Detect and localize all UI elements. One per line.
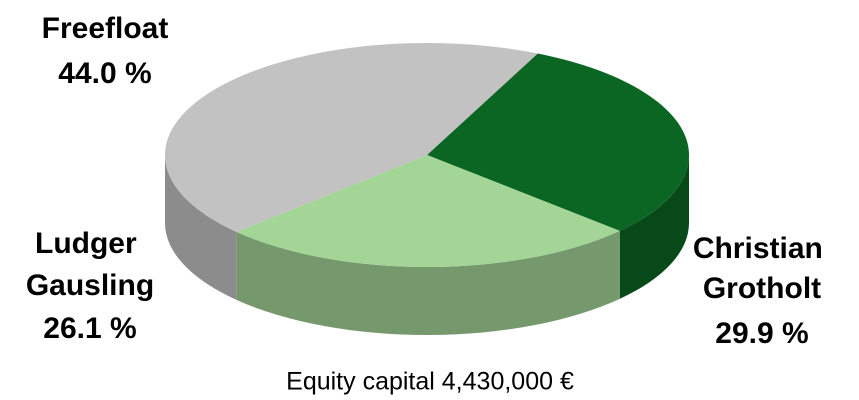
slice-label: Christian Grotholt <box>693 232 831 305</box>
slice <box>427 53 689 231</box>
value-label: 29.9 % <box>715 317 808 350</box>
slice-side <box>236 230 620 335</box>
slice-label: Freefloat <box>42 12 169 45</box>
slice-label: Ludger Gausling <box>26 227 154 302</box>
slice-side <box>619 155 689 299</box>
value-label: 26.1 % <box>43 312 136 345</box>
caption: Equity capital 4,430,000 € <box>286 368 574 396</box>
slice <box>165 42 538 232</box>
slice-side <box>165 155 237 300</box>
value-label: 44.0 % <box>58 57 151 90</box>
slice <box>236 155 620 267</box>
